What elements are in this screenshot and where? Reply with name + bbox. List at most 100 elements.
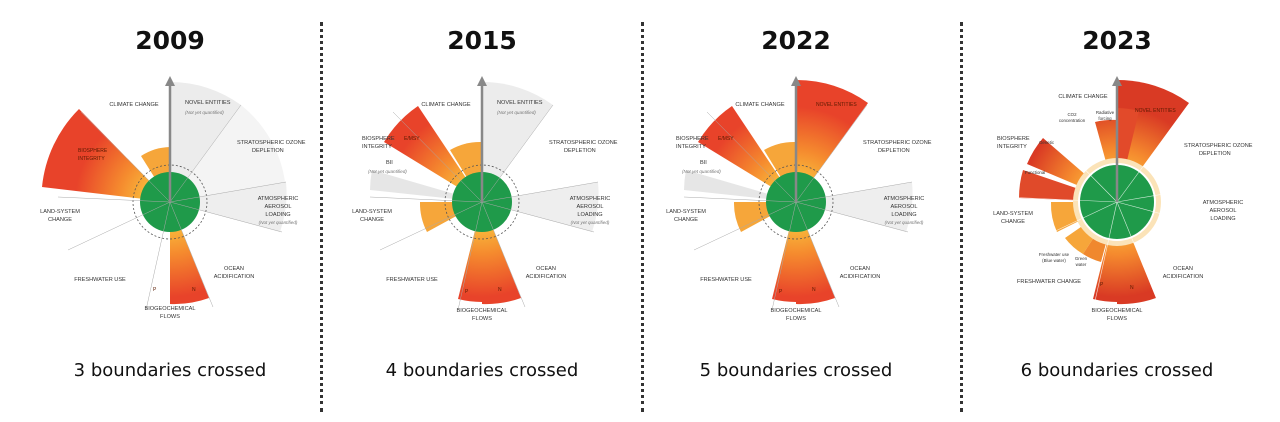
diagram-label: ATMOSPHERIC bbox=[1203, 200, 1244, 206]
arrow-up-icon bbox=[477, 76, 487, 86]
diagram-label: AEROSOL bbox=[264, 204, 291, 210]
diagram-label: DEPLETION bbox=[564, 148, 596, 154]
diagram-label: LAND-SYSTEM bbox=[40, 209, 80, 215]
diagram-label: E/MSY bbox=[718, 136, 734, 142]
diagram-label: Green bbox=[1075, 256, 1088, 261]
diagram-label: NOVEL ENTITIES bbox=[1135, 108, 1176, 114]
diagram-label: N bbox=[1130, 285, 1134, 291]
boundaries-diagram: CLIMATE CHANGE NOVEL ENTITIES CO2 concen… bbox=[993, 76, 1253, 322]
diagram-label: ACIDIFICATION bbox=[526, 274, 567, 280]
emsy-sector bbox=[384, 106, 482, 202]
panel-2009: 2009 CLIMATE CHANGE bbox=[20, 0, 320, 422]
diagram-label: LOADING bbox=[891, 212, 916, 218]
panel-2022: 2022 CLI bbox=[646, 0, 946, 422]
boundaries-caption: 6 boundaries crossed bbox=[1020, 360, 1214, 381]
diagram-label: DEPLETION bbox=[1199, 151, 1231, 157]
diagram-label: BIOGEOCHEMICAL bbox=[145, 306, 196, 312]
panel-year: 2009 bbox=[135, 26, 205, 55]
diagram-label: CLIMATE CHANGE bbox=[735, 102, 785, 108]
diagram-label: OCEAN bbox=[1173, 266, 1193, 272]
diagram-label: BII bbox=[386, 160, 393, 166]
diagram-label: NOVEL ENTITIES bbox=[185, 100, 231, 106]
diagram-label: FRESHWATER USE bbox=[700, 277, 752, 283]
diagram-label: BIOSPHERE bbox=[362, 136, 395, 142]
diagram-label: Functional bbox=[1025, 170, 1045, 175]
diagram-label: FLOWS bbox=[472, 316, 492, 322]
boundaries-caption: 3 boundaries crossed bbox=[73, 360, 267, 381]
panel-year: 2022 bbox=[761, 26, 831, 55]
diagram-label: CHANGE bbox=[360, 217, 384, 223]
diagram-label: E/MSY bbox=[404, 136, 420, 142]
diagram-label: (Not yet quantified) bbox=[571, 220, 610, 225]
sector-lines bbox=[1004, 104, 1234, 311]
diagram-label: (Not yet quantified) bbox=[682, 169, 721, 174]
diagram-label: ATMOSPHERIC bbox=[570, 196, 611, 202]
diagram-label: BIOSPHERE bbox=[676, 136, 709, 142]
diagram-label: INTEGRITY bbox=[362, 144, 392, 150]
diagram-label: CLIMATE CHANGE bbox=[109, 102, 159, 108]
diagram-label: FRESHWATER USE bbox=[74, 277, 126, 283]
diagram-label: BIOSPHERE bbox=[78, 148, 108, 154]
diagram-label: FLOWS bbox=[1107, 316, 1127, 322]
diagram-label: OCEAN bbox=[536, 266, 556, 272]
diagram-label: BIOGEOCHEMICAL bbox=[1092, 308, 1143, 314]
diagram-label: CHANGE bbox=[674, 217, 698, 223]
diagram-label: N bbox=[812, 287, 816, 293]
diagram-label: ATMOSPHERIC bbox=[884, 196, 925, 202]
grey-sectors bbox=[370, 81, 599, 232]
boundaries-diagram: CLIMATE CHANGE NOVEL ENTITIES STRATOSPHE… bbox=[666, 76, 932, 322]
diagram-label: (Not yet quantified) bbox=[885, 220, 924, 225]
diagram-label: ACIDIFICATION bbox=[214, 274, 255, 280]
diagram-label: FRESHWATER USE bbox=[386, 277, 438, 283]
panel-2015: 2015 CLI bbox=[332, 0, 632, 422]
diagram-label: LOADING bbox=[1210, 216, 1235, 222]
diagram-label: AEROSOL bbox=[576, 204, 603, 210]
diagram-label: CO2 bbox=[1067, 112, 1077, 117]
diagram-label: Radiative bbox=[1096, 110, 1115, 115]
diagram-label: (Not yet quantified) bbox=[368, 169, 407, 174]
diagram-label: DEPLETION bbox=[878, 148, 910, 154]
panel-year: 2023 bbox=[1082, 26, 1152, 55]
dotted-divider bbox=[641, 22, 644, 412]
sector-lines bbox=[683, 104, 913, 311]
diagram-label: LAND-SYSTEM bbox=[352, 209, 392, 215]
sector-lines bbox=[369, 104, 599, 311]
diagram-label: INTEGRITY bbox=[676, 144, 706, 150]
diagram-label: concentration bbox=[1059, 118, 1086, 123]
diagram-label: water bbox=[1076, 262, 1087, 267]
diagram-label: FRESHWATER CHANGE bbox=[1017, 279, 1081, 285]
diagram-label: (Not yet quantified) bbox=[497, 110, 536, 115]
diagram-label: (Not yet quantified) bbox=[185, 110, 224, 115]
biosphere-sector bbox=[42, 109, 170, 202]
boundaries-caption: 5 boundaries crossed bbox=[699, 360, 893, 381]
emsy-sector bbox=[698, 106, 796, 202]
dotted-divider bbox=[320, 22, 323, 412]
panel-year: 2015 bbox=[447, 26, 517, 55]
diagram-label: (Not yet quantified) bbox=[259, 220, 298, 225]
diagram-label: N bbox=[498, 287, 502, 293]
diagram-label: P bbox=[1100, 282, 1104, 288]
diagram-label: OCEAN bbox=[850, 266, 870, 272]
diagram-label: BIOGEOCHEMICAL bbox=[771, 308, 822, 314]
diagram-label: P bbox=[465, 289, 469, 295]
diagram-label: BIOSPHERE bbox=[997, 136, 1030, 142]
diagram-label: N bbox=[192, 287, 196, 293]
diagram-label: (Blue water) bbox=[1042, 258, 1066, 263]
diagram-label: STRATOSPHERIC OZONE bbox=[237, 140, 306, 146]
diagram-label: BIOGEOCHEMICAL bbox=[457, 308, 508, 314]
boundaries-diagram: CLIMATE CHANGE NOVEL ENTITIES (Not yet q… bbox=[40, 76, 306, 320]
diagram-label: ATMOSPHERIC bbox=[258, 196, 299, 202]
diagram-label: AEROSOL bbox=[1209, 208, 1236, 214]
diagram-label: CLIMATE CHANGE bbox=[1058, 94, 1108, 100]
diagram-label: ACIDIFICATION bbox=[1163, 274, 1204, 280]
diagram-label: CHANGE bbox=[48, 217, 72, 223]
diagram-label: NOVEL ENTITIES bbox=[816, 102, 857, 108]
diagram-label: NOVEL ENTITIES bbox=[497, 100, 543, 106]
diagram-label: STRATOSPHERIC OZONE bbox=[1184, 143, 1253, 149]
grey-sectors bbox=[170, 81, 287, 232]
diagram-label: BII bbox=[700, 160, 707, 166]
boundaries-caption: 4 boundaries crossed bbox=[385, 360, 579, 381]
diagram-label: OCEAN bbox=[224, 266, 244, 272]
diagram-label: P bbox=[779, 289, 783, 295]
novel-entities-sector bbox=[796, 79, 868, 202]
